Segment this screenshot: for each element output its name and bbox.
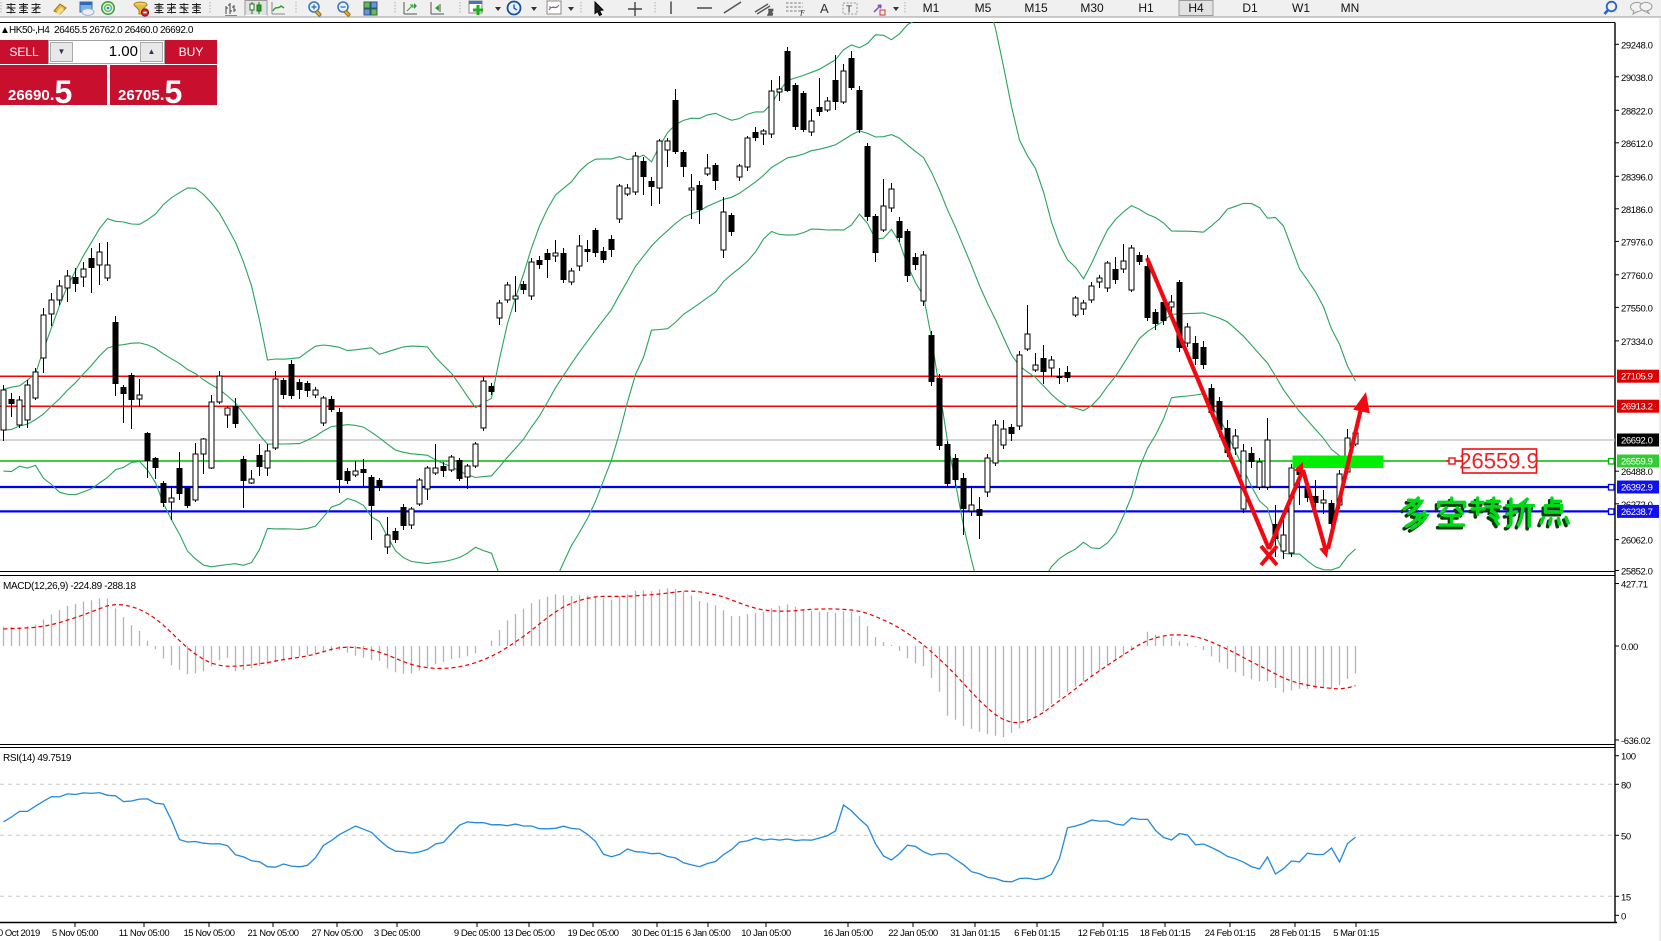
svg-text:5 Nov 05:00: 5 Nov 05:00 bbox=[52, 928, 98, 939]
svg-text:0: 0 bbox=[1621, 911, 1626, 922]
svg-text:M1: M1 bbox=[923, 1, 940, 15]
svg-text:12 Feb 01:15: 12 Feb 01:15 bbox=[1078, 928, 1129, 939]
svg-text:W1: W1 bbox=[1292, 1, 1310, 15]
svg-text:26062.0: 26062.0 bbox=[1621, 536, 1653, 547]
svg-text:26559.9: 26559.9 bbox=[1621, 457, 1653, 468]
svg-text:M30: M30 bbox=[1080, 1, 1104, 15]
svg-text:MACD(12,26,9) -224.89 -288.18: MACD(12,26,9) -224.89 -288.18 bbox=[3, 581, 136, 592]
svg-text:26913.2: 26913.2 bbox=[1621, 402, 1653, 413]
svg-text:16 Jan 05:00: 16 Jan 05:00 bbox=[823, 928, 873, 939]
svg-text:27550.0: 27550.0 bbox=[1621, 303, 1653, 314]
svg-text:11 Nov 05:00: 11 Nov 05:00 bbox=[119, 928, 170, 939]
svg-text:27760.0: 27760.0 bbox=[1621, 271, 1653, 282]
svg-text:100: 100 bbox=[1621, 752, 1636, 763]
svg-text:30 Dec 01:15: 30 Dec 01:15 bbox=[631, 928, 682, 939]
svg-text:10 Jan 05:00: 10 Jan 05:00 bbox=[741, 928, 791, 939]
svg-text:MN: MN bbox=[1341, 1, 1360, 15]
svg-text:6 Jan 05:00: 6 Jan 05:00 bbox=[686, 928, 731, 939]
svg-text:27 Nov 05:00: 27 Nov 05:00 bbox=[311, 928, 362, 939]
svg-text:18 Feb 01:15: 18 Feb 01:15 bbox=[1140, 928, 1191, 939]
svg-text:50: 50 bbox=[1621, 831, 1631, 842]
svg-text:29038.0: 29038.0 bbox=[1621, 73, 1653, 84]
svg-text:29248.0: 29248.0 bbox=[1621, 40, 1653, 51]
svg-text:9 Dec 05:00: 9 Dec 05:00 bbox=[454, 928, 500, 939]
svg-text:15 Nov 05:00: 15 Nov 05:00 bbox=[183, 928, 234, 939]
svg-text:A: A bbox=[820, 1, 829, 16]
svg-text:27976.0: 27976.0 bbox=[1621, 237, 1653, 248]
svg-text:28186.0: 28186.0 bbox=[1621, 205, 1653, 216]
svg-text:24 Feb 01:15: 24 Feb 01:15 bbox=[1205, 928, 1256, 939]
svg-text:6 Feb 01:15: 6 Feb 01:15 bbox=[1014, 928, 1060, 939]
svg-text:27334.0: 27334.0 bbox=[1621, 337, 1653, 348]
svg-text:15: 15 bbox=[1621, 892, 1631, 903]
svg-text:28822.0: 28822.0 bbox=[1621, 106, 1653, 117]
svg-text:M5: M5 bbox=[975, 1, 992, 15]
svg-text:30 Oct 2019: 30 Oct 2019 bbox=[0, 928, 40, 939]
svg-text:19 Dec 05:00: 19 Dec 05:00 bbox=[567, 928, 618, 939]
svg-text:26559.9: 26559.9 bbox=[1459, 449, 1539, 474]
svg-text:F: F bbox=[799, 9, 805, 18]
svg-text:28 Feb 01:15: 28 Feb 01:15 bbox=[1270, 928, 1321, 939]
svg-text:D1: D1 bbox=[1242, 1, 1258, 15]
svg-text:28396.0: 28396.0 bbox=[1621, 172, 1653, 183]
svg-text:RSI(14) 49.7519: RSI(14) 49.7519 bbox=[3, 753, 72, 764]
svg-text:21 Nov 05:00: 21 Nov 05:00 bbox=[247, 928, 298, 939]
svg-text:427.71: 427.71 bbox=[1621, 580, 1648, 591]
svg-text:26488.0: 26488.0 bbox=[1621, 467, 1653, 478]
svg-text:0.00: 0.00 bbox=[1621, 642, 1638, 653]
svg-text:26692.0: 26692.0 bbox=[1621, 436, 1653, 447]
svg-text:E: E bbox=[767, 8, 773, 17]
svg-text:25852.0: 25852.0 bbox=[1621, 567, 1653, 578]
svg-text:-636.02: -636.02 bbox=[1621, 736, 1651, 747]
svg-text:5 Mar 01:15: 5 Mar 01:15 bbox=[1333, 928, 1379, 939]
svg-text:26392.9: 26392.9 bbox=[1621, 483, 1653, 494]
svg-text:31 Jan 01:15: 31 Jan 01:15 bbox=[950, 928, 1000, 939]
svg-text:80: 80 bbox=[1621, 780, 1631, 791]
svg-text:T: T bbox=[846, 5, 852, 16]
svg-text:28612.0: 28612.0 bbox=[1621, 139, 1653, 150]
svg-text:27105.9: 27105.9 bbox=[1621, 372, 1653, 383]
svg-text:H1: H1 bbox=[1138, 1, 1154, 15]
svg-text:H4: H4 bbox=[1188, 1, 1204, 15]
svg-text:3 Dec 05:00: 3 Dec 05:00 bbox=[374, 928, 420, 939]
svg-text:22 Jan 05:00: 22 Jan 05:00 bbox=[888, 928, 938, 939]
svg-text:26238.7: 26238.7 bbox=[1621, 507, 1653, 518]
svg-text:M15: M15 bbox=[1024, 1, 1048, 15]
svg-text:13 Dec 05:00: 13 Dec 05:00 bbox=[503, 928, 554, 939]
